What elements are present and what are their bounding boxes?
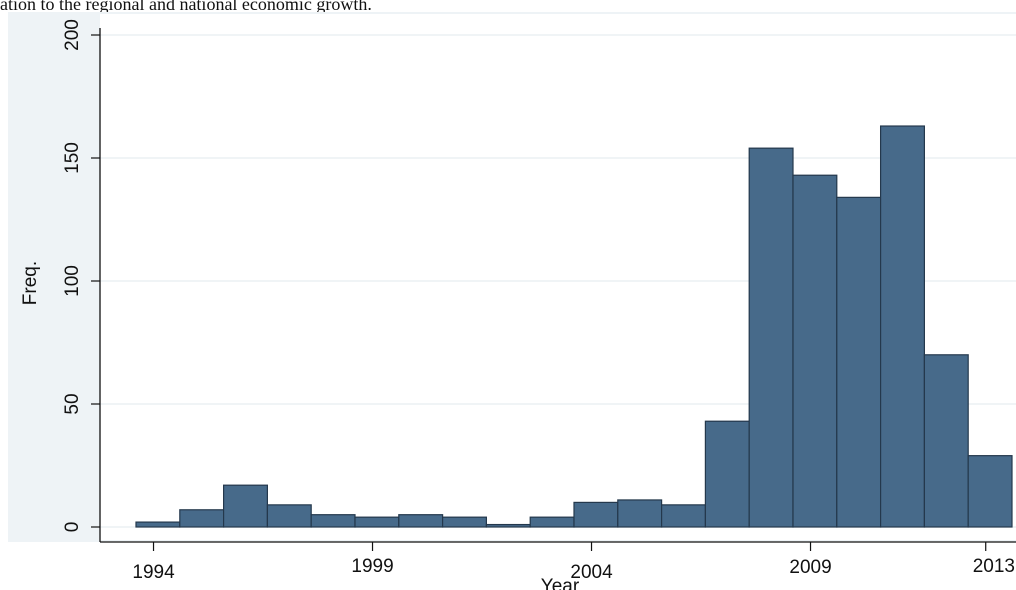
bar xyxy=(398,514,444,528)
x-tick-label: 2013 xyxy=(973,556,1015,577)
bar xyxy=(836,196,882,528)
y-tick-label: 50 xyxy=(62,393,83,414)
bar xyxy=(923,354,969,528)
y-tick-label: 150 xyxy=(62,142,83,174)
bar xyxy=(266,504,312,528)
y-tick-label: 200 xyxy=(62,19,83,51)
bar xyxy=(660,504,706,528)
y-axis-title: Freq. xyxy=(20,261,41,305)
y-tick-label: 0 xyxy=(62,522,83,533)
bar xyxy=(442,516,488,528)
bar xyxy=(573,501,619,528)
bar xyxy=(310,514,356,528)
y-tick-label: 100 xyxy=(62,265,83,297)
x-tick-label: 2004 xyxy=(570,562,613,583)
bar xyxy=(135,521,181,528)
x-axis-title: Year xyxy=(541,576,580,590)
y-ticks: 0 50 100 150 200 xyxy=(62,19,100,532)
x-tick-label: 1994 xyxy=(132,562,175,583)
bar xyxy=(704,420,750,528)
bar xyxy=(879,125,925,528)
x-tick-label: 2009 xyxy=(789,557,831,578)
bar xyxy=(792,174,838,528)
bar xyxy=(529,516,575,528)
caption-text: ation to the regional and national econo… xyxy=(0,0,372,14)
bar xyxy=(354,516,400,528)
bar xyxy=(485,523,531,528)
bar xyxy=(617,499,663,528)
bar xyxy=(223,484,269,528)
bar xyxy=(179,509,225,528)
bars xyxy=(135,125,1013,528)
x-tick-label: 1999 xyxy=(351,556,393,577)
x-ticks: 1994 1999 2004 2009 2013 xyxy=(132,542,1015,583)
bar xyxy=(748,147,794,528)
bar xyxy=(967,455,1013,528)
